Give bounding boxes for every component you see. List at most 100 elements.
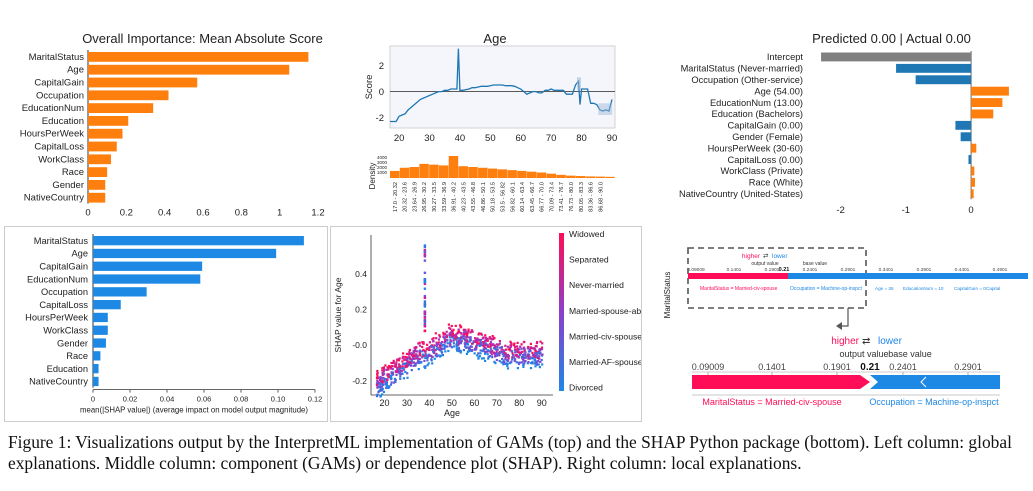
category-label: HoursPerWeek (30-60) bbox=[708, 143, 803, 153]
bar bbox=[915, 75, 972, 85]
scatter-point bbox=[385, 383, 388, 386]
scatter-point bbox=[396, 359, 399, 362]
scatter-point bbox=[390, 365, 394, 368]
scatter-point bbox=[509, 345, 513, 348]
bin-label: 40.23 - 43.5 bbox=[461, 182, 467, 212]
scatter-point bbox=[466, 336, 469, 339]
scatter-point bbox=[438, 334, 441, 337]
scatter-point bbox=[456, 349, 459, 352]
scatter-point bbox=[528, 348, 531, 351]
category-label: Gender bbox=[57, 338, 88, 348]
scatter-point bbox=[490, 353, 493, 356]
tick-label: 0.4 bbox=[158, 208, 171, 219]
scatter-point bbox=[497, 354, 500, 357]
bar bbox=[971, 189, 974, 199]
small-neg-feature: Occupation = Machine-op-inspct bbox=[790, 286, 862, 292]
scatter-point bbox=[423, 278, 427, 281]
scatter-point bbox=[423, 295, 427, 298]
scatter-point bbox=[540, 358, 543, 362]
scatter-point bbox=[535, 356, 538, 359]
scatter-point bbox=[505, 348, 508, 351]
scatter-point bbox=[436, 347, 439, 351]
scatter-point bbox=[465, 352, 468, 355]
x-tick-label: 40 bbox=[424, 398, 434, 408]
side-axis-label: MaritalStatus bbox=[663, 272, 672, 319]
scatter-point bbox=[531, 360, 534, 363]
legend-label: Married-AF-spouse bbox=[569, 357, 641, 367]
scatter-point bbox=[522, 359, 525, 362]
scatter-point bbox=[412, 354, 416, 357]
scatter-point bbox=[433, 350, 436, 353]
scatter-point bbox=[538, 352, 541, 355]
connector-arrowhead bbox=[836, 322, 842, 330]
scatter-point bbox=[437, 341, 441, 344]
category-label: Race bbox=[62, 167, 84, 178]
scatter-point bbox=[451, 333, 454, 336]
scatter-point bbox=[529, 342, 532, 345]
scatter-point bbox=[426, 364, 429, 367]
scatter-point bbox=[414, 348, 417, 351]
scatter-point bbox=[479, 338, 482, 342]
scatter-point bbox=[478, 343, 481, 346]
scatter-point bbox=[385, 379, 389, 382]
shap-force-panel: higher ⇄ lower output value base value 0.0900… bbox=[660, 240, 1032, 420]
bar bbox=[93, 338, 106, 348]
scatter-point bbox=[476, 340, 479, 343]
tick-label: -1 bbox=[902, 205, 910, 216]
scatter-point bbox=[505, 354, 508, 357]
scatter-point bbox=[524, 351, 527, 354]
scatter-point bbox=[493, 337, 496, 340]
bar bbox=[93, 248, 277, 259]
bar bbox=[93, 325, 108, 335]
tick-label: 0.1401 bbox=[758, 362, 786, 372]
scatter-point bbox=[449, 333, 452, 337]
category-label: Race bbox=[66, 351, 88, 361]
scatter-point bbox=[464, 330, 467, 334]
output-value-label: output value bbox=[839, 349, 888, 359]
scatter-point bbox=[474, 337, 477, 340]
scatter-point bbox=[508, 346, 512, 350]
scatter-point bbox=[391, 368, 394, 371]
scatter-point bbox=[489, 348, 492, 351]
scatter-point bbox=[442, 335, 445, 338]
scatter-point bbox=[438, 344, 441, 347]
scatter-point bbox=[452, 339, 455, 342]
scatter-point bbox=[507, 356, 510, 359]
density-tick-label: 4000 bbox=[377, 155, 388, 160]
category-label: Gender bbox=[52, 180, 84, 191]
tick-label: 0 bbox=[968, 205, 973, 216]
bin-label: 26.95 - 30.2 bbox=[422, 182, 428, 212]
scatter-point bbox=[424, 365, 427, 368]
scatter-point bbox=[439, 348, 442, 351]
small-tick: 0.2901 bbox=[841, 267, 856, 273]
scatter-point bbox=[522, 365, 525, 368]
scatter-point bbox=[379, 395, 382, 398]
scatter-point bbox=[416, 350, 419, 353]
scatter-point bbox=[535, 362, 538, 365]
x-tick-label: 30 bbox=[402, 398, 412, 408]
scatter-point bbox=[472, 340, 475, 344]
density-bar bbox=[585, 176, 596, 178]
bin-label: 63.45 - 66.7 bbox=[530, 182, 536, 212]
scatter-point bbox=[401, 357, 404, 360]
scatter-point bbox=[440, 342, 443, 345]
scatter-point bbox=[518, 351, 521, 354]
scatter-point bbox=[448, 342, 451, 345]
scatter-point bbox=[399, 375, 402, 378]
scatter-point bbox=[476, 338, 479, 341]
bar bbox=[93, 287, 147, 297]
scatter-point bbox=[484, 342, 487, 345]
scatter-point bbox=[438, 335, 441, 338]
scatter-point bbox=[463, 331, 466, 334]
scatter-point bbox=[449, 338, 452, 341]
scatter-point bbox=[459, 324, 462, 327]
scatter-point bbox=[482, 357, 485, 360]
scatter-point bbox=[520, 355, 523, 358]
scatter-point bbox=[381, 367, 384, 370]
scatter-point bbox=[469, 345, 472, 348]
scatter-point bbox=[425, 347, 428, 350]
tick-label: 0.02 bbox=[123, 395, 138, 404]
scatter-point bbox=[387, 386, 390, 389]
scatter-point bbox=[537, 363, 540, 366]
bar bbox=[88, 167, 108, 177]
